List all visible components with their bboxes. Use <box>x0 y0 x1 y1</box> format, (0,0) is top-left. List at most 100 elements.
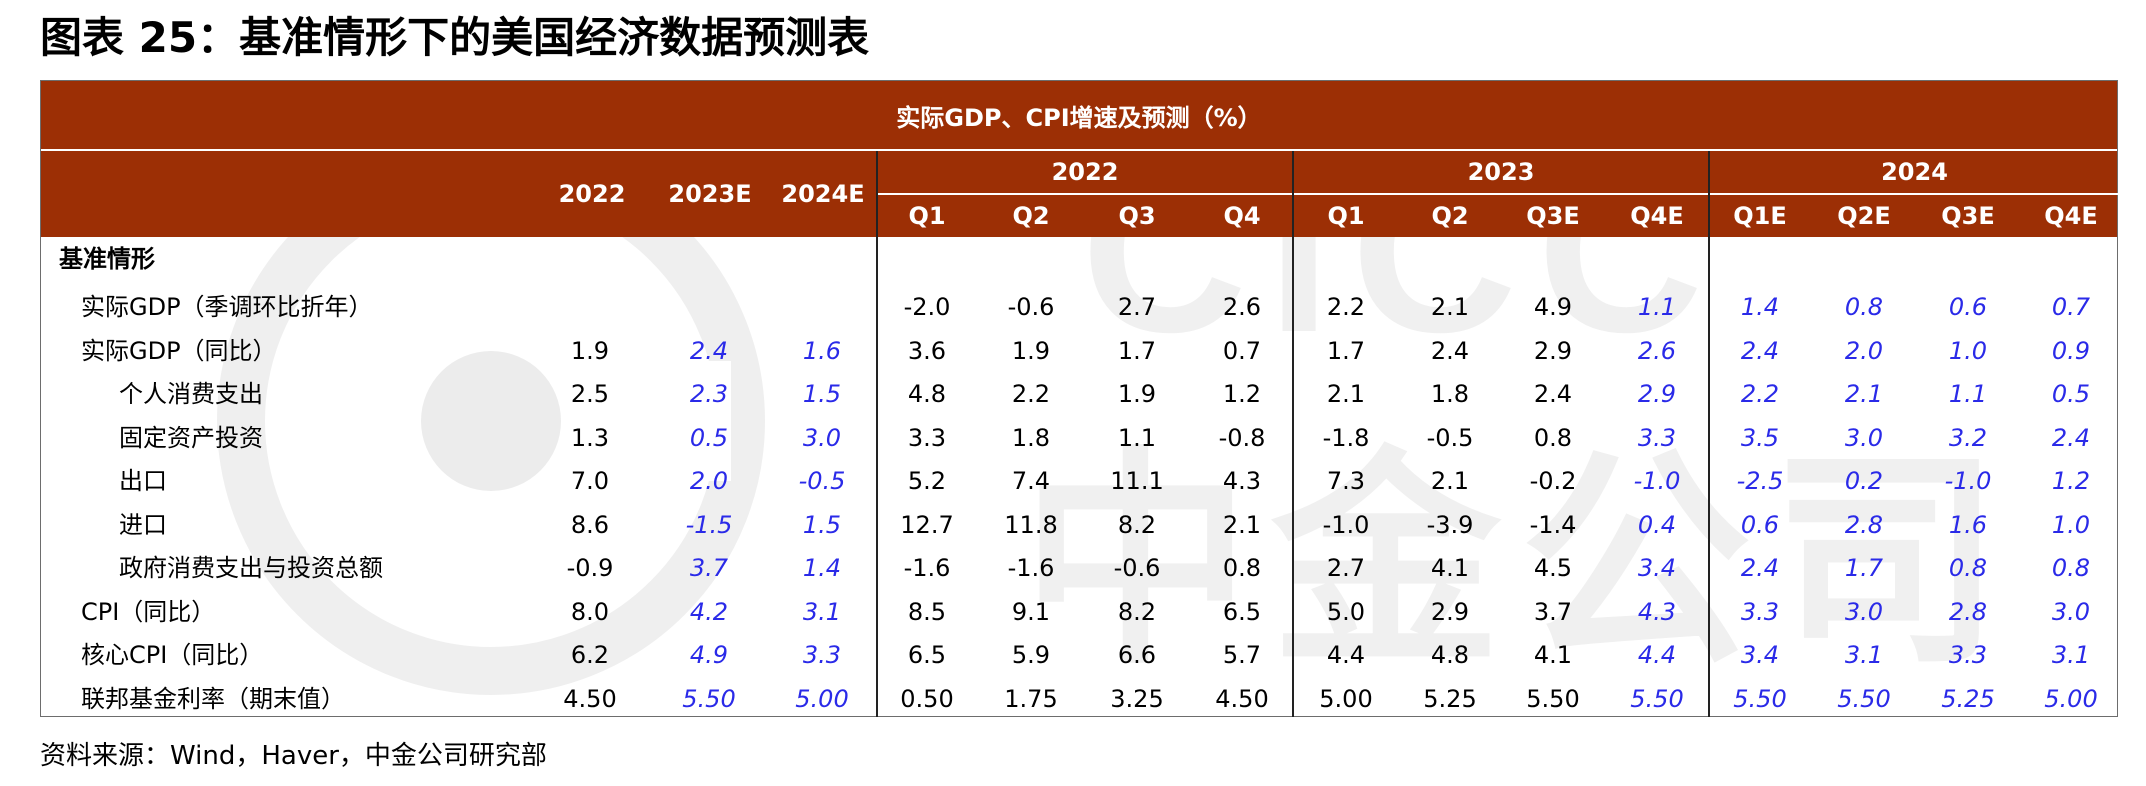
forecast-value-cell: 3.0 <box>802 423 842 452</box>
forecast-value-cell: 1.6 <box>802 336 842 365</box>
forecast-value-cell: 2.4 <box>1740 336 1780 365</box>
value-cell: 4.1 <box>1533 641 1573 669</box>
forecast-value-cell: -1.0 <box>1944 467 1992 495</box>
forecast-value-cell: 3.5 <box>1740 423 1780 452</box>
forecast-value-cell: 3.1 <box>1844 641 1884 669</box>
value-cell: 12.7 <box>900 510 954 539</box>
value-cell: 2.9 <box>1430 597 1470 626</box>
value-cell: 6.2 <box>570 641 610 669</box>
forecast-value-cell: 2.6 <box>1637 336 1677 365</box>
header-quarter: Q2 <box>1431 202 1469 230</box>
forecast-value-cell: 0.6 <box>1740 510 1780 539</box>
value-cell: 11.8 <box>1004 510 1058 539</box>
header-year-2024: 2024 <box>1881 158 1948 186</box>
row-label: 政府消费支出与投资总额 <box>119 554 383 582</box>
table-header: 2022 2023E 2024E 2022 2023 2024 Q1 Q2 Q3 Q4… <box>41 151 2119 237</box>
table-row: 实际GDP（同比） 1.9 2.4 1.6 3.6 1.9 1.7 0.7 1.7 2.4 2.9 2… <box>41 329 2117 373</box>
forecast-value-cell: 4.3 <box>1637 597 1677 626</box>
value-cell: -0.6 <box>1113 554 1161 582</box>
forecast-value-cell: 3.3 <box>1948 641 1988 669</box>
value-cell: 2.1 <box>1326 380 1366 408</box>
forecast-value-cell: 3.0 <box>2051 597 2091 626</box>
forecast-value-cell: 5.00 <box>2044 684 2098 713</box>
value-cell: 5.0 <box>1326 597 1366 626</box>
forecast-value-cell: 2.0 <box>1844 336 1884 365</box>
forecast-value-cell: 3.1 <box>802 597 842 626</box>
forecast-value-cell: 3.4 <box>1637 554 1677 582</box>
value-cell: 1.1 <box>1117 423 1157 452</box>
value-cell: 7.3 <box>1326 467 1366 495</box>
value-cell: 8.2 <box>1117 597 1157 626</box>
value-cell: -3.9 <box>1426 510 1474 539</box>
forecast-value-cell: 0.2 <box>1844 467 1884 495</box>
value-cell: 1.8 <box>1430 380 1470 408</box>
row-label: 核心CPI（同比） <box>81 641 264 669</box>
table-row: 核心CPI（同比） 6.2 4.9 3.3 6.5 5.9 6.6 5.7 4.4 4.8 4.1 4… <box>41 633 2117 677</box>
value-cell: 4.3 <box>1222 467 1262 495</box>
value-cell: 0.8 <box>1222 554 1262 582</box>
value-cell: 3.3 <box>907 423 947 452</box>
forecast-value-cell: 1.2 <box>2051 467 2091 495</box>
header-2024e-annual: 2024E <box>781 180 865 208</box>
forecast-table: CICC 中金公司 实际GDP、CPI增速及预测（%） 2022 2023E 2… <box>40 80 2119 717</box>
value-cell: 2.1 <box>1222 510 1262 539</box>
value-cell: 8.0 <box>570 597 610 626</box>
forecast-value-cell: 3.7 <box>689 554 729 582</box>
header-quarter: Q2E <box>1837 202 1891 230</box>
value-cell: -0.2 <box>1529 467 1577 495</box>
value-cell: 3.25 <box>1110 684 1164 713</box>
forecast-value-cell: 3.3 <box>1637 423 1677 452</box>
value-cell: 1.2 <box>1222 380 1262 408</box>
header-quarter: Q3E <box>1941 202 1995 230</box>
value-cell: 2.2 <box>1011 380 1051 408</box>
forecast-value-cell: 1.5 <box>802 380 842 408</box>
value-cell: 4.9 <box>1533 293 1573 321</box>
forecast-value-cell: 5.50 <box>1733 684 1787 713</box>
forecast-value-cell: 1.6 <box>1948 510 1988 539</box>
forecast-value-cell: 5.50 <box>1630 684 1684 713</box>
value-cell: -0.8 <box>1218 423 1266 452</box>
header-group-underline <box>878 193 2119 195</box>
forecast-value-cell: 0.5 <box>2051 380 2091 408</box>
value-cell: 1.7 <box>1326 336 1366 365</box>
value-cell: 4.8 <box>1430 641 1470 669</box>
forecast-value-cell: 0.8 <box>1844 293 1884 321</box>
value-cell: 5.9 <box>1011 641 1051 669</box>
divider-2023-2024 <box>1708 151 1710 717</box>
figure-title: 图表 25：基准情形下的美国经济数据预测表 <box>40 13 870 62</box>
value-cell: 11.1 <box>1110 467 1164 495</box>
value-cell: 6.6 <box>1117 641 1157 669</box>
value-cell: 5.00 <box>1319 684 1373 713</box>
value-cell: -0.9 <box>566 554 614 582</box>
header-2022-annual: 2022 <box>558 180 626 208</box>
forecast-value-cell: 3.3 <box>1740 597 1780 626</box>
forecast-value-cell <box>659 285 759 329</box>
forecast-value-cell: -0.5 <box>798 467 846 495</box>
table-row: 实际GDP（季调环比折年） -2.0 -0.6 2.7 2.6 2.2 2.1 4.9 1.1 1… <box>41 285 2117 329</box>
value-cell: -0.5 <box>1426 423 1474 452</box>
header-quarter: Q2 <box>1012 202 1050 230</box>
row-label: CPI（同比） <box>81 597 216 626</box>
value-cell: 1.8 <box>1011 423 1051 452</box>
forecast-value-cell: 1.0 <box>2051 510 2091 539</box>
header-quarter: Q3E <box>1526 202 1580 230</box>
forecast-value-cell: 1.5 <box>802 510 842 539</box>
forecast-value-cell: 3.1 <box>2051 641 2091 669</box>
value-cell: 2.7 <box>1117 293 1157 321</box>
value-cell: -1.6 <box>903 554 951 582</box>
value-cell: 2.1 <box>1430 293 1470 321</box>
forecast-value-cell: 3.3 <box>802 641 842 669</box>
row-label: 固定资产投资 <box>119 423 263 452</box>
forecast-value-cell: -2.5 <box>1736 467 1784 495</box>
value-cell: 0.8 <box>1533 423 1573 452</box>
forecast-value-cell: 2.4 <box>689 336 729 365</box>
forecast-value-cell: 2.0 <box>689 467 729 495</box>
value-cell: 8.5 <box>907 597 947 626</box>
value-cell: 4.8 <box>907 380 947 408</box>
forecast-value-cell: 4.4 <box>1637 641 1677 669</box>
row-label: 进口 <box>119 510 167 539</box>
forecast-value-cell: 3.0 <box>1844 423 1884 452</box>
forecast-value-cell: 0.6 <box>1948 293 1988 321</box>
table-row: 联邦基金利率（期末值） 4.50 5.50 5.00 0.50 1.75 3.25 4.50 5… <box>41 677 2117 721</box>
value-cell: 2.6 <box>1222 293 1262 321</box>
